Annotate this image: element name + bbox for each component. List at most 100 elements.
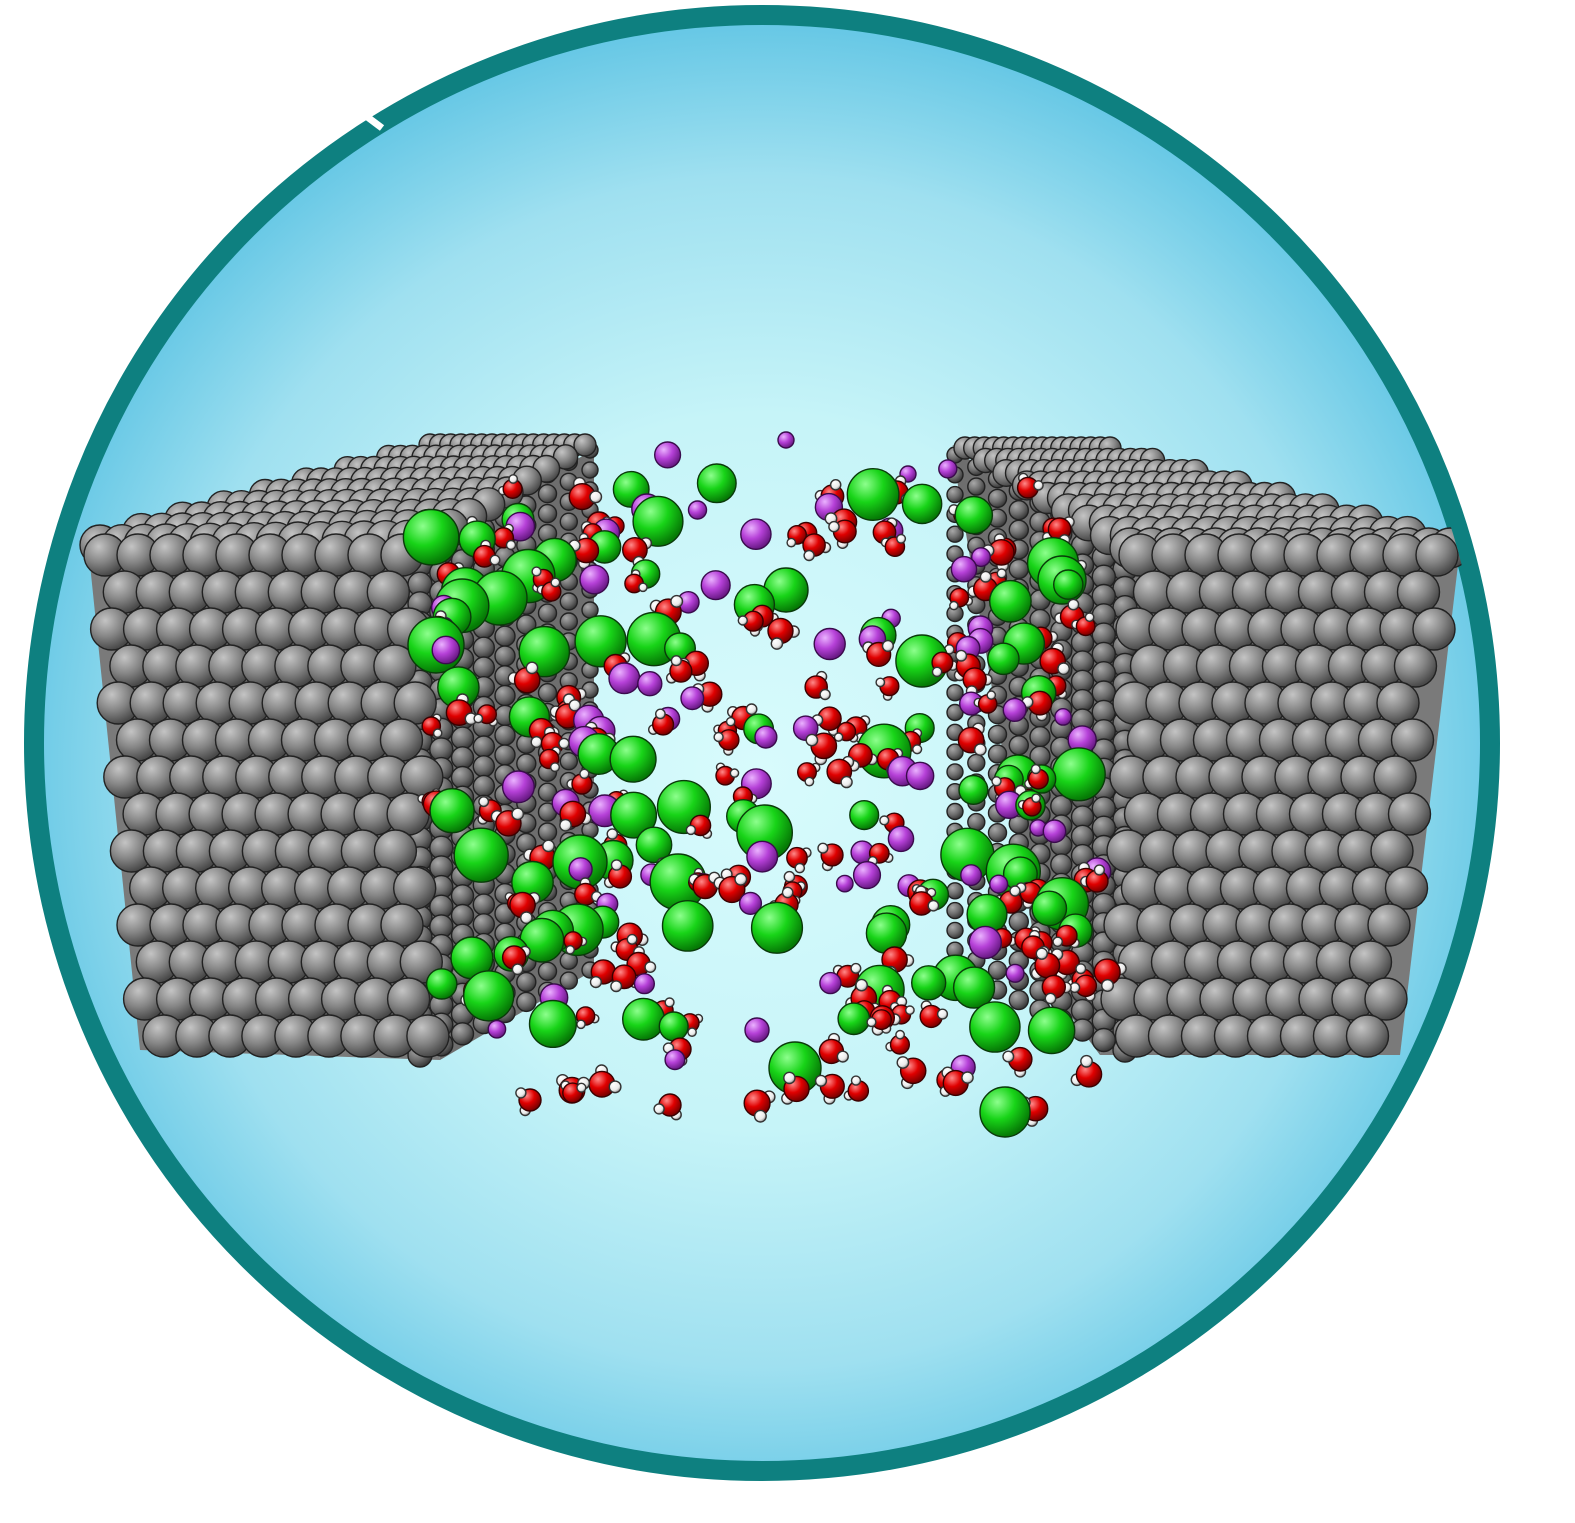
hydrogen-atom [589,975,603,989]
chloride-ion [696,463,737,504]
water-molecule [575,1006,600,1030]
water-molecule [867,842,894,867]
water-molecule [588,1064,622,1098]
hydrogen-atom [804,776,815,787]
chloride-ion [865,912,908,955]
water-molecule [817,842,844,872]
water-molecule [833,721,859,743]
hydrogen-atom [879,815,890,826]
electrode-atom [987,823,1008,843]
electrode-atom [1393,644,1438,688]
cation-ion [680,686,705,711]
hydrogen-atom [979,570,992,583]
water-molecule [715,762,740,786]
electrode-atom [472,893,495,916]
electrode-atom [1396,570,1441,614]
electrode-atom [1384,866,1429,910]
water-molecule [767,617,800,650]
electrode-atom [494,625,516,647]
electrode-atom [516,971,537,993]
hydrogen-atom [991,776,1002,787]
electrode-atom [946,525,964,543]
water-molecule [1002,1046,1033,1078]
water-molecule [473,704,498,727]
electrode-atom [494,645,516,667]
hydrogen-atom [550,762,561,773]
hydrogen-atom [576,1082,587,1093]
water-molecule [685,814,713,839]
electrode-atom [1070,998,1095,1023]
hydrogen-atom [819,688,831,701]
chloride-ion [846,468,900,522]
hydrogen-atom [626,933,638,945]
hydrogen-atom [559,818,572,832]
electrode-atom [537,822,558,842]
electrode-atom [393,866,437,910]
water-molecule [880,533,907,558]
water-molecule [1093,958,1127,993]
chloride-ion [635,826,673,864]
water-molecule [737,610,764,637]
hydrogen-atom [1100,979,1114,993]
water-molecule [538,746,561,773]
water-molecule [802,533,832,562]
water-molecule [885,1029,910,1055]
cation-ion [819,971,842,995]
electrode-atom [472,735,495,758]
cation-ion [579,564,610,595]
water-molecule [421,713,443,739]
hydrogen-atom [1035,947,1049,960]
hydrogen-atom [986,690,997,700]
cation-ion [1005,963,1025,983]
hydrogen-atom [817,842,829,854]
electrode-atom [1008,558,1029,580]
chloride-ion [952,966,996,1009]
electrode-atom [1376,681,1420,725]
chloride-ion [989,579,1032,623]
hydrogen-atom [729,768,740,778]
hydrogen-atom [610,859,623,871]
water-molecule [743,1089,776,1123]
hydrogen-atom [508,474,519,484]
hydrogen-atom [638,582,648,593]
cation-ion [744,1017,770,1043]
cation-ion [740,518,772,551]
hydrogen-atom [770,637,784,650]
hydrogen-atom [644,961,657,973]
water-molecule [941,1066,974,1097]
hydrogen-atom [511,807,525,821]
electrode-atom [386,977,431,1021]
hydrogen-atom [1033,480,1044,491]
electrode-atom [537,603,558,623]
water-molecule [603,859,633,889]
water-molecule [445,693,478,726]
hydrogen-atom [1067,598,1080,611]
hydrogen-atom [579,768,590,779]
water-molecule [1080,864,1109,893]
electrode-atom [1008,500,1029,521]
water-molecule [568,476,603,511]
hydrogen-atom [786,537,797,548]
hydrogen-atom [850,1075,862,1086]
electrode-atom [946,763,964,781]
water-molecule [962,667,993,697]
water-molecule [1016,472,1044,499]
electrode-atom [1412,607,1456,651]
hydrogen-atom [511,963,524,976]
cation-ion [835,874,854,893]
chloride-ion [453,827,509,883]
hydrogen-atom [836,1050,849,1063]
hydrogen-atom [955,649,968,662]
electrode-atom [1345,1014,1390,1058]
electrode-atom [967,753,986,773]
electrode-atom [494,684,516,707]
hydrogen-atom [525,661,539,675]
electrode-atom [366,570,410,614]
hydrogen-atom [655,708,666,720]
water-molecule [786,846,812,874]
water-molecule [828,519,857,550]
electrode-atom [581,461,599,479]
hydrogen-atom [713,731,724,743]
water-molecule [845,978,878,1012]
